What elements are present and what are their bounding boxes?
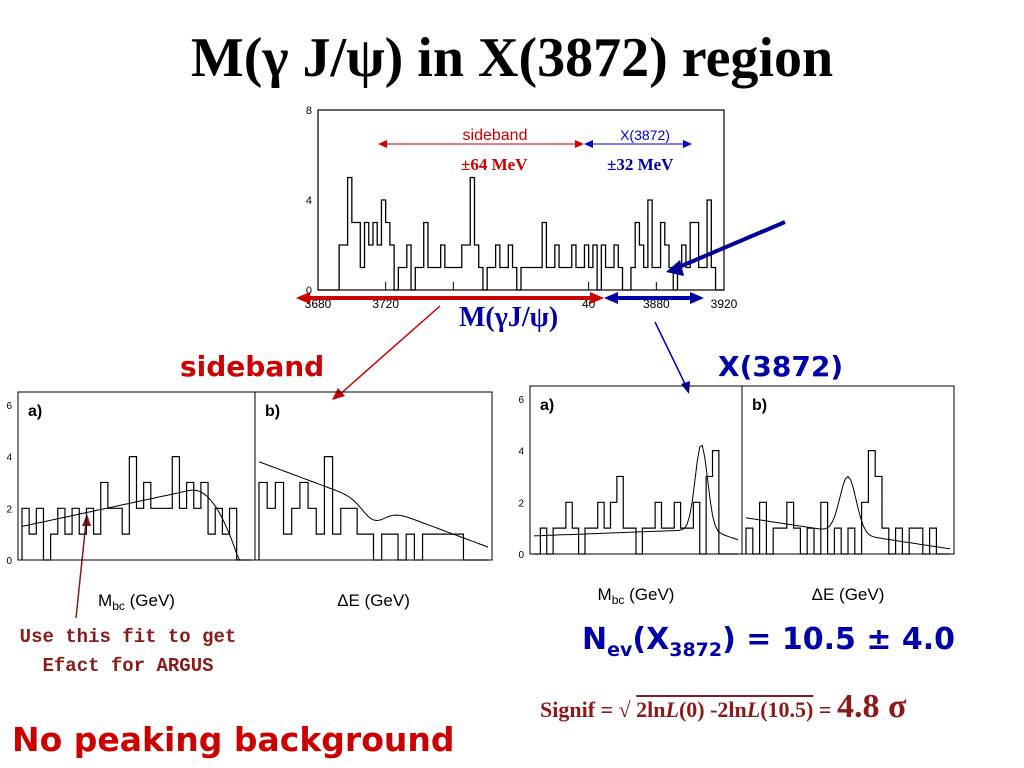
significance: Signif = √ 2lnL(0) -2lnL(10.5) = 4.8 σ — [540, 688, 906, 726]
panel-y-tick-label: 2 — [518, 498, 524, 509]
fit-note: Use this fit to get Efact for ARGUS — [8, 623, 248, 681]
panel-b-fit — [745, 475, 951, 550]
x3872-width-label: ±32 MeV — [607, 155, 674, 174]
m-gamma-jpsi-label: M(γJ/ψ) — [455, 302, 563, 334]
nev-end: ) = 10.5 ± 4.0 — [722, 622, 956, 657]
top-histogram-line — [318, 176, 724, 291]
sideband-heading: sideband — [180, 350, 325, 383]
panel-y-tick-label: 0 — [6, 556, 12, 567]
panel-a-xlabel: Mbc (GeV) — [598, 585, 675, 607]
top-x-tick-label: 3880 — [643, 297, 670, 311]
top-x-tick-label: 3680 — [305, 297, 332, 311]
sideband-link-arrow — [337, 305, 441, 397]
panel-b-xlabel: ΔE (GeV) — [812, 585, 885, 604]
top-x-tick-label: 3920 — [711, 297, 738, 311]
peak-pointer-arrow — [671, 220, 786, 272]
panel-y-tick-label: 0 — [518, 550, 524, 561]
signif-expression: 2lnL(0) -2lnL(10.5) — [636, 697, 814, 722]
signif-value: 4.8 σ — [836, 688, 907, 725]
sideband-panels: a) b) 0 2 4 6 Mbc (GeV) ΔE (GeV) — [6, 391, 493, 613]
top-y-ticks: 0 4 8 — [306, 105, 312, 297]
panel-y-tick-label: 6 — [518, 395, 524, 406]
top-x-tick-label: 3720 — [372, 297, 399, 311]
top-x3872-label: X(3872) — [620, 127, 670, 143]
panel-a-label: a) — [28, 403, 42, 420]
signif-prefix: Signif = — [540, 697, 614, 722]
panel-a-xlabel: Mbc (GeV) — [98, 591, 175, 613]
x3872-panels: a) b) 0 2 4 6 Mbc (GeV) ΔE (GeV) — [518, 385, 955, 607]
fit-note-line2: Efact for ARGUS — [42, 655, 214, 677]
panel-y-tick-label: 4 — [518, 447, 524, 458]
panel-a-fit — [21, 489, 251, 561]
signif-root: √ — [618, 697, 631, 722]
no-peaking-text: No peaking background — [12, 720, 455, 759]
panel-b-xlabel: ΔE (GeV) — [337, 591, 410, 610]
panel-b-label: b) — [752, 397, 767, 414]
panel-b-label: b) — [265, 403, 280, 420]
signif-eq: = — [818, 697, 832, 722]
nev-sub2: 3872 — [669, 639, 723, 661]
slide-title: M(γ J/ψ) in X(3872) region — [190, 27, 834, 89]
panel-b-histogram — [745, 450, 950, 555]
sideband-width-label: ±64 MeV — [461, 155, 528, 174]
panel-a-histogram — [21, 456, 251, 561]
nev-result: Nev(X3872) = 10.5 ± 4.0 — [582, 622, 955, 661]
nev-n: N — [582, 622, 608, 657]
panel-y-tick-label: 2 — [6, 504, 12, 515]
panel-a-label: a) — [540, 397, 554, 414]
top-y-tick-label: 8 — [306, 105, 312, 117]
x3872-heading: X(3872) — [718, 350, 844, 383]
fit-note-arrow — [75, 521, 87, 619]
top-histogram: 0 4 8 3680 3720 4 0 3880 3920 sideband X(3872) — [305, 105, 738, 311]
panel-a-fit — [533, 444, 739, 541]
panel-y-tick-label: 6 — [6, 401, 12, 412]
panel-y-tick-label: 4 — [6, 453, 12, 464]
top-y-tick-label: 0 — [306, 285, 312, 297]
panel-b-fit — [258, 461, 489, 548]
x3872-link-arrow — [654, 321, 688, 389]
panel-a-histogram — [534, 450, 738, 555]
panel-b-histogram — [258, 456, 488, 561]
nev-mid: (X — [632, 622, 670, 657]
top-y-tick-label: 4 — [306, 195, 312, 207]
nev-sub: ev — [607, 639, 633, 661]
fit-note-line1: Use this fit to get — [19, 626, 237, 648]
top-sideband-label: sideband — [463, 127, 528, 144]
